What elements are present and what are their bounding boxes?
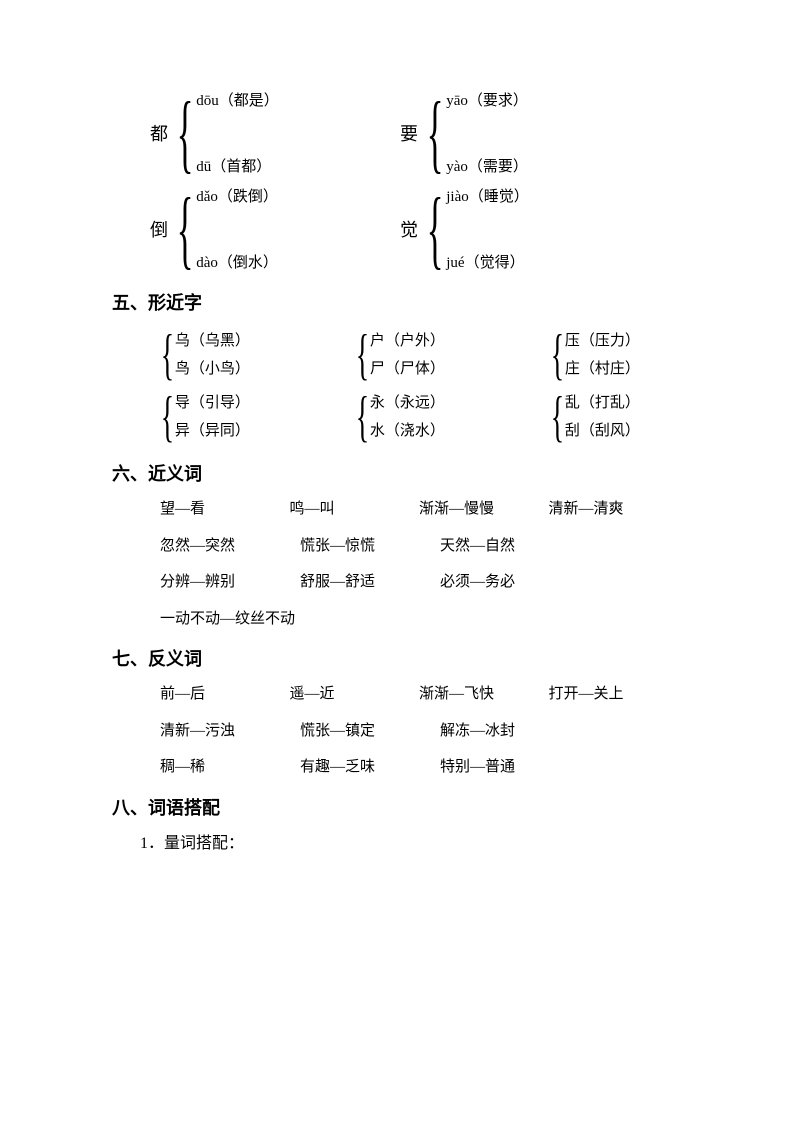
reading: 户（户外） <box>370 330 445 353</box>
reading: 庄（村庄） <box>565 358 640 381</box>
brace-icon: { <box>551 327 564 383</box>
antonym-pair: 前—后 <box>160 683 290 706</box>
hanzi: 都 <box>150 121 168 148</box>
reading: jiào（睡觉） <box>446 186 529 209</box>
readings: 导（引导） 异（异同） <box>175 392 250 442</box>
antonym-pair: 渐渐—飞快 <box>419 683 549 706</box>
hanzi: 觉 <box>400 217 418 244</box>
antonym-pair: 有趣—乏味 <box>300 756 440 779</box>
readings: 乌（乌黑） 鸟（小鸟） <box>175 330 250 380</box>
polyphone-row: 都 { dōu（都是） dū（首都） 要 { yāo（要求） yào（需要） <box>150 90 678 178</box>
polyphone-row: 倒 { dǎo（跌倒） dào（倒水） 觉 { jiào（睡觉） jué（觉得） <box>150 186 678 274</box>
polyphone-list: 都 { dōu（都是） dū（首都） 要 { yāo（要求） yào（需要） 倒… <box>115 90 678 274</box>
readings: 户（户外） 尸（尸体） <box>370 330 445 380</box>
antonyms-list: 前—后 遥—近 渐渐—飞快 打开—关上 清新—污浊 慌张—镇定 解冻—冰封 稠—… <box>115 683 678 779</box>
synonym-pair: 必须—务必 <box>440 571 580 594</box>
synonym-row: 一动不动—纹丝不动 <box>115 608 678 631</box>
antonym-pair: 清新—污浊 <box>160 720 300 743</box>
similar-group: { 乱（打乱） 刮（刮风） <box>550 389 640 445</box>
reading: 刮（刮风） <box>565 420 640 443</box>
synonym-pair: 慌张—惊慌 <box>300 535 440 558</box>
reading: 压（压力） <box>565 330 640 353</box>
similar-group: { 永（永远） 水（浇水） <box>355 389 550 445</box>
readings: dōu（都是） dū（首都） <box>196 90 279 178</box>
reading: yào（需要） <box>446 156 528 179</box>
synonym-pair: 鸣—叫 <box>290 498 420 521</box>
brace-icon: { <box>427 90 444 178</box>
section-heading-6: 六、近义词 <box>112 461 678 488</box>
similar-group: { 导（引导） 异（异同） <box>160 389 355 445</box>
brace-icon: { <box>177 186 194 274</box>
section-heading-8: 八、词语搭配 <box>112 795 678 822</box>
synonym-pair: 渐渐—慢慢 <box>419 498 549 521</box>
polyphone-group: 都 { dōu（都是） dū（首都） <box>150 90 400 178</box>
polyphone-group: 觉 { jiào（睡觉） jué（觉得） <box>400 186 650 274</box>
antonym-pair: 解冻—冰封 <box>440 720 580 743</box>
reading: dǎo（跌倒） <box>196 186 278 209</box>
polyphone-group: 要 { yāo（要求） yào（需要） <box>400 90 650 178</box>
synonym-row: 忽然—突然 慌张—惊慌 天然—自然 <box>115 535 678 558</box>
brace-icon: { <box>161 389 174 445</box>
section-heading-5: 五、形近字 <box>112 290 678 317</box>
synonym-row: 望—看 鸣—叫 渐渐—慢慢 清新—清爽 <box>115 498 678 521</box>
reading: 尸（尸体） <box>370 358 445 381</box>
readings: yāo（要求） yào（需要） <box>446 90 528 178</box>
readings: dǎo（跌倒） dào（倒水） <box>196 186 278 274</box>
readings: jiào（睡觉） jué（觉得） <box>446 186 529 274</box>
reading: 鸟（小鸟） <box>175 358 250 381</box>
reading: dū（首都） <box>196 156 279 179</box>
readings: 永（永远） 水（浇水） <box>370 392 445 442</box>
similar-group: { 压（压力） 庄（村庄） <box>550 327 640 383</box>
reading: dōu（都是） <box>196 90 279 113</box>
polyphone-group: 倒 { dǎo（跌倒） dào（倒水） <box>150 186 400 274</box>
reading: 异（异同） <box>175 420 250 443</box>
reading: dào（倒水） <box>196 252 278 275</box>
synonym-pair: 望—看 <box>160 498 290 521</box>
reading: 水（浇水） <box>370 420 445 443</box>
similar-row: { 乌（乌黑） 鸟（小鸟） { 户（户外） 尸（尸体） { 压（压力） 庄（村庄… <box>115 327 678 383</box>
brace-icon: { <box>427 186 444 274</box>
antonym-row: 稠—稀 有趣—乏味 特别—普通 <box>115 756 678 779</box>
antonym-row: 清新—污浊 慌张—镇定 解冻—冰封 <box>115 720 678 743</box>
antonym-pair: 特别—普通 <box>440 756 580 779</box>
hanzi: 倒 <box>150 217 168 244</box>
similar-chars-list: { 乌（乌黑） 鸟（小鸟） { 户（户外） 尸（尸体） { 压（压力） 庄（村庄… <box>115 327 678 445</box>
similar-row: { 导（引导） 异（异同） { 永（永远） 水（浇水） { 乱（打乱） 刮（刮风… <box>115 389 678 445</box>
section-heading-7: 七、反义词 <box>112 646 678 673</box>
similar-group: { 乌（乌黑） 鸟（小鸟） <box>160 327 355 383</box>
similar-group: { 户（户外） 尸（尸体） <box>355 327 550 383</box>
sub-heading-8-1: 1．量词搭配： <box>115 832 678 856</box>
brace-icon: { <box>551 389 564 445</box>
brace-icon: { <box>356 327 369 383</box>
brace-icon: { <box>161 327 174 383</box>
brace-icon: { <box>177 90 194 178</box>
synonym-pair: 天然—自然 <box>440 535 580 558</box>
reading: 永（永远） <box>370 392 445 415</box>
synonym-pair: 一动不动—纹丝不动 <box>160 608 295 631</box>
synonym-pair: 忽然—突然 <box>160 535 300 558</box>
brace-icon: { <box>356 389 369 445</box>
synonym-pair: 舒服—舒适 <box>300 571 440 594</box>
reading: yāo（要求） <box>446 90 528 113</box>
antonym-pair: 稠—稀 <box>160 756 300 779</box>
reading: 乌（乌黑） <box>175 330 250 353</box>
readings: 乱（打乱） 刮（刮风） <box>565 392 640 442</box>
synonym-row: 分辨—辨别 舒服—舒适 必须—务必 <box>115 571 678 594</box>
reading: 乱（打乱） <box>565 392 640 415</box>
antonym-row: 前—后 遥—近 渐渐—飞快 打开—关上 <box>115 683 678 706</box>
synonym-pair: 分辨—辨别 <box>160 571 300 594</box>
synonym-pair: 清新—清爽 <box>549 498 679 521</box>
hanzi: 要 <box>400 121 418 148</box>
reading: 导（引导） <box>175 392 250 415</box>
reading: jué（觉得） <box>446 252 529 275</box>
antonym-pair: 遥—近 <box>290 683 420 706</box>
synonyms-list: 望—看 鸣—叫 渐渐—慢慢 清新—清爽 忽然—突然 慌张—惊慌 天然—自然 分辨… <box>115 498 678 630</box>
antonym-pair: 慌张—镇定 <box>300 720 440 743</box>
readings: 压（压力） 庄（村庄） <box>565 330 640 380</box>
antonym-pair: 打开—关上 <box>549 683 679 706</box>
